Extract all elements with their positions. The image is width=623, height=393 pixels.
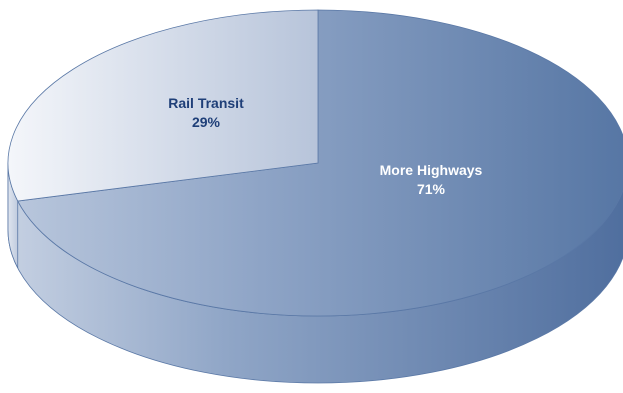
slice-more-highways <box>17 9 623 317</box>
slice-label-more-highways: More Highways <box>380 162 483 178</box>
slice-value-more-highways: 71% <box>417 181 446 197</box>
slice-value-rail-transit: 29% <box>192 114 221 130</box>
slice-rail-transit <box>7 9 319 202</box>
slice-label-rail-transit: Rail Transit <box>168 95 244 111</box>
